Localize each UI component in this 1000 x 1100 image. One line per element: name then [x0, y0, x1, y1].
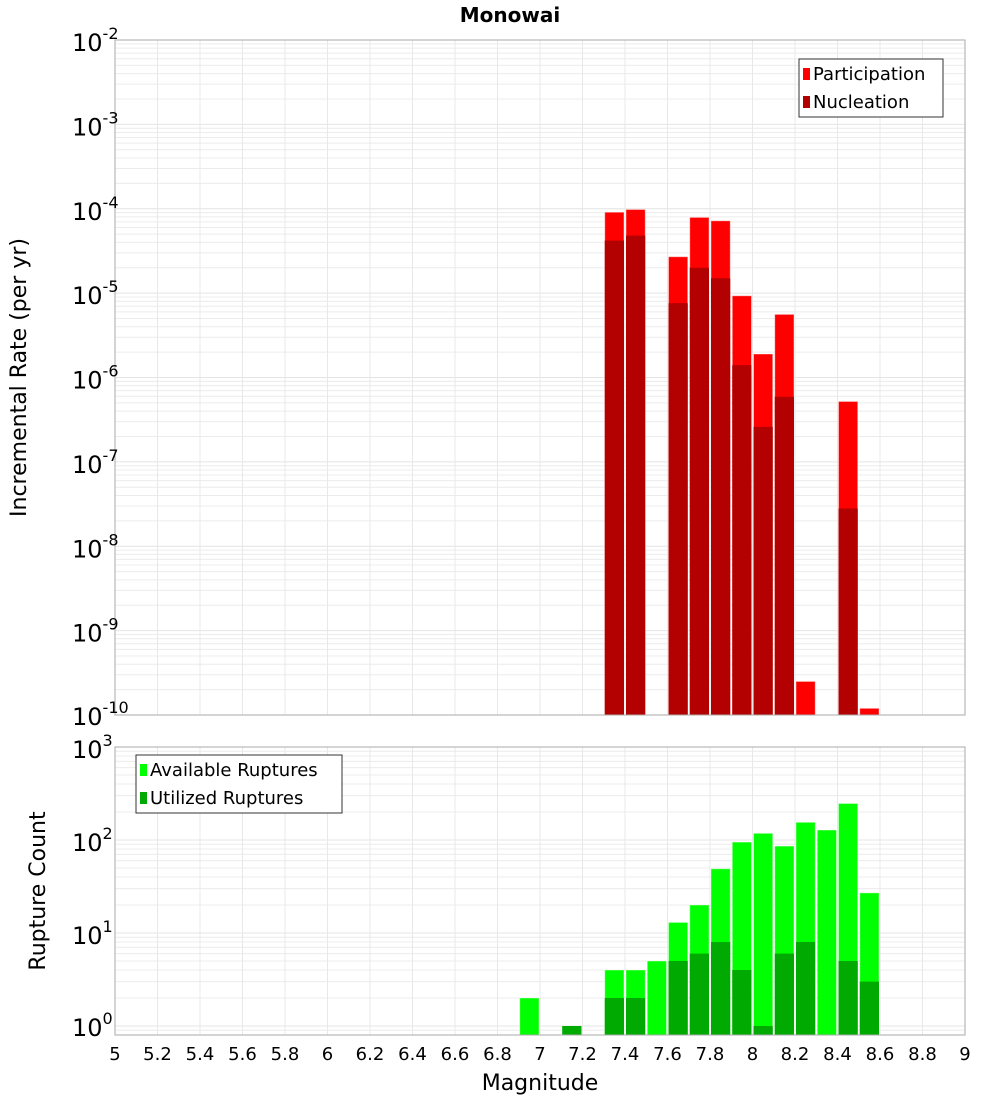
bar-utilized-ruptures	[796, 942, 816, 1035]
x-tick-label: 8.4	[823, 1044, 852, 1065]
x-tick-label: 8	[747, 1044, 758, 1065]
y-tick-exponent: 0	[103, 1009, 113, 1028]
y-tick-label: 100	[72, 1009, 113, 1042]
bar-participation	[859, 707, 880, 716]
bar-nucleation	[753, 426, 773, 715]
x-tick-label: 7.6	[653, 1044, 682, 1065]
x-tick-label: 8.6	[866, 1044, 895, 1065]
x-tick-label: 7.4	[611, 1044, 640, 1065]
y-tick-exponent: 2	[103, 824, 113, 843]
bar-nucleation	[711, 278, 731, 715]
plot-frame	[114, 746, 966, 1036]
y-axis-label: Incremental Rate (per yr)	[7, 238, 32, 517]
y-tick-exponent: -7	[103, 446, 119, 465]
y-tick-label: 10-10	[72, 698, 129, 731]
y-tick-label: 103	[72, 731, 113, 764]
bar-nucleation	[668, 303, 688, 715]
bar-available-ruptures	[753, 832, 774, 1036]
legend	[135, 754, 343, 814]
bar-available-ruptures	[646, 960, 667, 1036]
y-tick-label: 10-2	[72, 24, 119, 57]
y-tick-exponent: -8	[103, 530, 119, 549]
x-tick-label: 6.2	[356, 1044, 385, 1065]
x-tick-label: 5.8	[271, 1044, 300, 1065]
y-tick-exponent: -6	[103, 362, 119, 381]
chart-title: Monowai	[460, 3, 560, 27]
plot-frame	[114, 39, 966, 716]
bar-nucleation	[689, 267, 709, 715]
bar-utilized-ruptures	[668, 960, 688, 1035]
legend-swatch	[803, 68, 810, 80]
x-tick-label: 5.2	[143, 1044, 172, 1065]
y-tick-label: 10-4	[72, 193, 119, 226]
y-axis-label: Rupture Count	[26, 811, 51, 971]
bar-utilized-ruptures	[838, 960, 858, 1035]
x-tick-label: 5.4	[186, 1044, 215, 1065]
legend-label: Nucleation	[813, 92, 909, 113]
bar-nucleation	[838, 508, 858, 715]
bar-utilized-ruptures	[604, 997, 624, 1035]
bar-available-ruptures	[519, 997, 540, 1036]
y-tick-label: 10-9	[72, 615, 119, 648]
bar-utilized-ruptures	[859, 981, 879, 1035]
x-axis-label: Magnitude	[482, 1071, 599, 1096]
bar-participation	[795, 680, 816, 716]
y-tick-exponent: 1	[103, 917, 113, 936]
legend-swatch	[140, 792, 147, 804]
y-tick-label: 101	[72, 917, 113, 950]
y-tick-exponent: -9	[103, 615, 119, 634]
bar-utilized-ruptures	[689, 953, 709, 1035]
bar-utilized-ruptures	[774, 953, 794, 1035]
y-tick-label: 10-7	[72, 446, 119, 479]
y-tick-label: 102	[72, 824, 113, 857]
y-tick-exponent: -4	[103, 193, 119, 212]
x-tick-label: 7.8	[696, 1044, 725, 1065]
bar-utilized-ruptures	[732, 969, 752, 1035]
bar-nucleation	[626, 235, 646, 715]
legend-swatch	[803, 96, 810, 108]
x-tick-label: 7	[534, 1044, 545, 1065]
y-tick-exponent: -2	[103, 24, 119, 43]
y-tick-label: 10-6	[72, 362, 119, 395]
legend-label: Participation	[813, 64, 925, 85]
x-tick-label: 8.2	[781, 1044, 810, 1065]
y-tick-label: 10-3	[72, 108, 119, 141]
y-tick-label: 10-5	[72, 277, 119, 310]
x-tick-label: 6.6	[441, 1044, 470, 1065]
legend	[798, 58, 944, 118]
bar-utilized-ruptures	[711, 942, 731, 1035]
bar-available-ruptures	[816, 829, 837, 1036]
rate-panel: 10-2 10-3 10-4 10-5 10-6 10-7 10-8 10-9 10-10 Inc…	[7, 3, 966, 731]
bar-nucleation	[732, 365, 752, 715]
bar-utilized-ruptures	[562, 1025, 582, 1035]
y-tick-exponent: -3	[103, 108, 119, 127]
y-tick-exponent: -5	[103, 277, 119, 296]
x-tick-label: 6	[322, 1044, 333, 1065]
legend-label: Utilized Ruptures	[150, 788, 303, 809]
x-tick-label: 5.6	[228, 1044, 257, 1065]
bar-utilized-ruptures	[626, 997, 646, 1035]
x-tick-label: 7.2	[568, 1044, 597, 1065]
bar-utilized-ruptures	[753, 1025, 773, 1035]
y-tick-exponent: -10	[103, 698, 129, 717]
x-tick-label: 6.4	[398, 1044, 427, 1065]
bar-nucleation	[774, 396, 794, 715]
x-tick-label: 9	[959, 1044, 970, 1065]
y-tick-label: 10-8	[72, 530, 119, 563]
x-tick-label: 8.8	[908, 1044, 937, 1065]
bar-nucleation	[604, 240, 624, 716]
x-tick-label: 5	[109, 1044, 120, 1065]
legend-label: Available Ruptures	[150, 760, 318, 781]
y-tick-exponent: 3	[103, 731, 113, 750]
x-tick-label: 6.8	[483, 1044, 512, 1065]
legend-swatch	[140, 764, 147, 776]
